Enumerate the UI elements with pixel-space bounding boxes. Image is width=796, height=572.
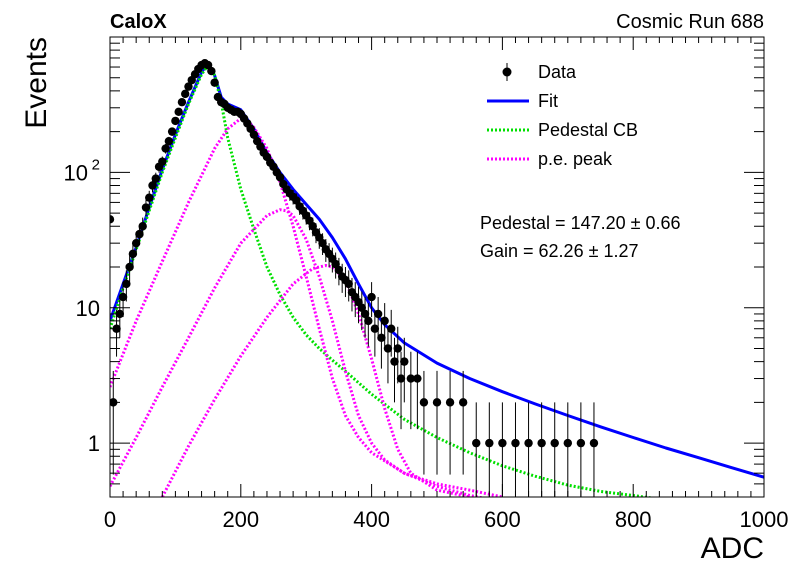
data-point	[373, 309, 383, 319]
data-point	[370, 324, 380, 333]
data-point	[249, 130, 259, 139]
data-point	[387, 324, 396, 333]
data-point	[135, 229, 144, 239]
data-point	[360, 309, 370, 319]
x-tick-label: 800	[615, 507, 652, 532]
data-point	[357, 303, 366, 312]
data-point	[138, 222, 147, 231]
legend-label-pedestal-cb: Pedestal CB	[538, 120, 638, 140]
data-point	[118, 292, 128, 302]
data-point	[432, 398, 442, 407]
data-point	[344, 279, 353, 289]
data-point	[537, 438, 546, 448]
data-point	[383, 344, 393, 353]
y-tick-label: 10	[76, 296, 100, 321]
data-point	[110, 215, 115, 224]
legend-label-p-e-peak: p.e. peak	[538, 149, 613, 169]
data-point	[377, 333, 386, 342]
data-point	[367, 292, 376, 302]
x-tick-label: 400	[353, 507, 390, 532]
p-e-peak-3-curve	[160, 264, 471, 497]
gain-result: Gain = 62.26 ± 1.27	[480, 241, 639, 261]
data-point	[164, 136, 174, 146]
data-point	[210, 78, 219, 87]
y-tick-label: 10	[64, 160, 88, 185]
data-point	[158, 157, 167, 166]
data-point	[167, 127, 177, 136]
data-point	[550, 438, 559, 448]
data-point	[148, 181, 157, 190]
data-point	[161, 144, 170, 153]
data-point	[380, 316, 389, 326]
legend-label-fit: Fit	[538, 91, 558, 111]
data-point	[458, 398, 468, 407]
data-point	[445, 398, 455, 407]
data-point	[128, 249, 138, 259]
x-tick-label: 200	[222, 507, 259, 532]
data-point	[393, 344, 402, 353]
data-point	[308, 222, 317, 231]
data-point	[472, 438, 481, 448]
plot-area	[110, 59, 764, 497]
data-point	[207, 66, 216, 76]
y-axis-title: Events	[20, 37, 53, 129]
data-point	[125, 262, 134, 272]
x-tick-label: 1000	[740, 507, 789, 532]
pedestal-cb-curve	[110, 63, 656, 497]
data-point	[145, 193, 154, 202]
data-point	[563, 438, 572, 448]
data-point	[131, 238, 141, 248]
data-point	[151, 174, 160, 183]
data-point	[174, 107, 183, 117]
p-e-peak-1-curve	[110, 117, 486, 497]
y-tick-label: 1	[88, 431, 100, 456]
x-axis-ticks: 0 200 400 600 800 1000	[104, 37, 789, 532]
data-point	[275, 173, 285, 182]
data-point	[498, 438, 507, 448]
data-point	[419, 398, 429, 407]
data-point	[364, 316, 373, 326]
x-axis-title: ADC	[701, 532, 764, 565]
data-point	[181, 89, 190, 99]
data-point	[390, 357, 399, 366]
legend-marker-data	[502, 67, 512, 77]
x-tick-label: 0	[104, 507, 116, 532]
experiment-label: CaloX	[110, 11, 167, 33]
data-point	[589, 438, 599, 448]
p-e-peak-2-curve	[110, 208, 503, 497]
data-point	[177, 97, 187, 107]
data-point	[413, 374, 422, 383]
data-point	[576, 438, 586, 448]
data-point	[122, 279, 131, 289]
y-tick-exponent: 2	[92, 156, 100, 173]
data-point	[334, 265, 344, 275]
legend-label-data: Data	[538, 62, 577, 82]
data-point	[184, 82, 193, 91]
pedestal-result: Pedestal = 147.20 ± 0.66	[480, 213, 681, 233]
data-point	[396, 374, 406, 383]
data-point	[485, 438, 494, 448]
data-point	[141, 203, 151, 212]
data-point	[406, 374, 416, 383]
data-point	[400, 357, 409, 366]
data-point	[171, 116, 180, 126]
data-point	[524, 438, 533, 448]
data-point	[318, 238, 327, 248]
legend: Data Fit Pedestal CB p.e. peak	[487, 62, 638, 169]
run-label: Cosmic Run 688	[616, 11, 764, 33]
data-point	[511, 438, 520, 448]
x-tick-label: 600	[484, 507, 521, 532]
